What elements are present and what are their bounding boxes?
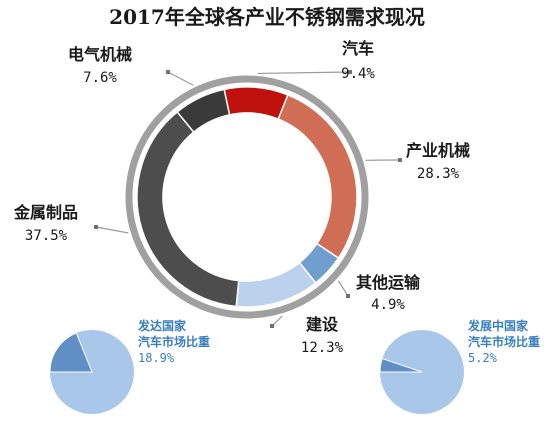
sub-pie-1-share-slice — [49, 332, 93, 373]
sub-pie-1-label-line-1: 汽车市场比重 — [138, 334, 210, 349]
leader-dot-4 — [94, 225, 98, 229]
donut-value-label-0: 9.4% — [341, 66, 375, 82]
donut-slices — [136, 86, 358, 308]
donut-category-label-5: 电气机械 — [68, 45, 132, 64]
donut-category-label-2: 其他运输 — [356, 273, 421, 292]
donut-value-label-4: 37.5% — [25, 228, 68, 244]
sub-pie-2-label-line-0: 发展中国家 — [467, 318, 529, 333]
sub-pie-2-label-line-1: 汽车市场比重 — [468, 334, 540, 349]
donut-slice-5 — [176, 88, 231, 134]
chart-title: 2017年全球各产业不锈钢需求现况 — [109, 5, 425, 29]
leader-dot-2 — [346, 294, 350, 298]
donut-category-label-1: 产业机械 — [406, 141, 470, 160]
donut-category-label-4: 金属制品 — [13, 203, 78, 222]
sub-pie-1-value-label: 18.9% — [138, 351, 175, 365]
leader-dot-3 — [270, 324, 274, 328]
sub-pie-2-share-slice — [379, 357, 423, 373]
donut-value-label-2: 4.9% — [371, 297, 405, 313]
leader-line-4 — [95, 226, 129, 234]
leader-lines — [94, 70, 402, 328]
donut-labels: 汽车 9.4% 产业机械 28.3% 其他运输 4.9% 建设 12.3% 金属制品 37.5% 电… — [13, 39, 470, 356]
sub-pie-1-label-line-0: 发达国家 — [137, 318, 187, 333]
donut-value-label-1: 28.3% — [417, 166, 460, 182]
leader-line-0 — [257, 71, 351, 75]
leader-dot-0 — [348, 70, 352, 74]
donut-outer-band — [125, 75, 369, 319]
sub-pie-2-value-label: 5.2% — [468, 351, 498, 365]
leader-line-5 — [167, 71, 194, 86]
leader-dot-1 — [398, 158, 402, 162]
leader-dot-5 — [166, 70, 170, 74]
donut-value-label-3: 12.3% — [301, 340, 344, 356]
donut-value-label-5: 7.6% — [83, 70, 117, 86]
leader-line-2 — [337, 280, 349, 297]
donut-category-label-3: 建设 — [306, 315, 339, 334]
donut-outer-ring — [125, 75, 369, 319]
donut-category-label-0: 汽车 — [342, 39, 374, 58]
